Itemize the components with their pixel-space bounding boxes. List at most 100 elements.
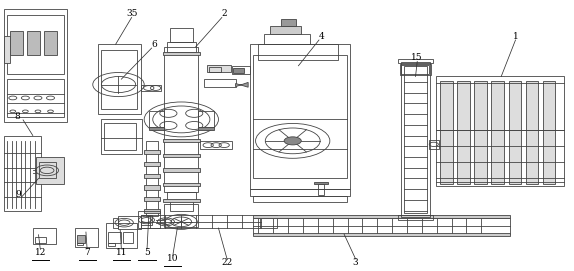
Bar bbox=[457, 80, 470, 184]
Bar bbox=[163, 154, 200, 157]
Bar bbox=[149, 127, 164, 130]
Bar bbox=[34, 237, 46, 243]
Bar bbox=[144, 174, 160, 178]
Bar bbox=[398, 59, 433, 63]
Bar bbox=[258, 44, 339, 60]
Bar bbox=[207, 65, 231, 72]
Polygon shape bbox=[235, 82, 248, 87]
Bar bbox=[167, 192, 196, 201]
Text: 4: 4 bbox=[319, 32, 324, 41]
Text: 6: 6 bbox=[152, 40, 157, 49]
Bar bbox=[164, 204, 199, 227]
Circle shape bbox=[284, 137, 301, 145]
Bar bbox=[440, 80, 453, 184]
Bar bbox=[163, 169, 200, 172]
Bar bbox=[253, 233, 510, 236]
Bar bbox=[113, 218, 118, 227]
Bar bbox=[108, 232, 121, 243]
Bar bbox=[474, 80, 487, 184]
Bar bbox=[199, 111, 214, 127]
Text: 7: 7 bbox=[84, 248, 90, 257]
Bar bbox=[4, 9, 67, 122]
Bar bbox=[167, 42, 196, 52]
Bar bbox=[38, 162, 56, 178]
Bar bbox=[144, 150, 160, 154]
Bar bbox=[231, 66, 250, 74]
Bar bbox=[526, 80, 538, 184]
Bar bbox=[7, 15, 64, 74]
Bar bbox=[401, 62, 430, 217]
Bar bbox=[281, 19, 296, 25]
Bar bbox=[509, 80, 521, 184]
Bar bbox=[250, 189, 350, 196]
Bar bbox=[7, 79, 64, 117]
Bar bbox=[144, 209, 160, 213]
Bar bbox=[106, 224, 137, 248]
Text: 2: 2 bbox=[222, 9, 227, 18]
Text: 22: 22 bbox=[222, 258, 232, 267]
Text: 12: 12 bbox=[34, 248, 46, 257]
Bar bbox=[104, 123, 135, 150]
Bar bbox=[253, 55, 347, 178]
Bar bbox=[4, 36, 10, 63]
Bar bbox=[250, 44, 350, 189]
Bar bbox=[141, 85, 161, 91]
Bar bbox=[141, 215, 152, 225]
Bar bbox=[400, 64, 431, 75]
Bar bbox=[75, 228, 99, 247]
Bar bbox=[315, 182, 328, 184]
Bar bbox=[253, 215, 510, 218]
Text: 10: 10 bbox=[167, 254, 179, 263]
Bar bbox=[404, 66, 427, 213]
Bar bbox=[170, 201, 193, 211]
Text: 15: 15 bbox=[412, 53, 423, 62]
Bar bbox=[27, 31, 40, 55]
Bar bbox=[149, 111, 164, 127]
Bar bbox=[33, 228, 56, 244]
Bar bbox=[163, 199, 200, 202]
Bar bbox=[144, 162, 160, 166]
Bar bbox=[146, 141, 158, 216]
Bar bbox=[170, 28, 193, 42]
Text: 9: 9 bbox=[15, 190, 21, 199]
Text: 35: 35 bbox=[126, 9, 137, 18]
Bar bbox=[164, 47, 199, 192]
Bar bbox=[118, 216, 141, 229]
Text: 11: 11 bbox=[115, 248, 127, 257]
Bar bbox=[163, 139, 200, 142]
Bar bbox=[108, 243, 115, 246]
Text: 8: 8 bbox=[14, 112, 20, 121]
Bar bbox=[319, 184, 324, 195]
Bar bbox=[144, 185, 160, 190]
Bar bbox=[99, 44, 141, 114]
Bar bbox=[10, 31, 22, 55]
Text: 3: 3 bbox=[353, 258, 358, 267]
Text: 1: 1 bbox=[513, 32, 518, 41]
Bar bbox=[543, 80, 556, 184]
Bar bbox=[163, 52, 200, 55]
Bar bbox=[204, 79, 235, 87]
Bar bbox=[253, 218, 510, 234]
Bar bbox=[138, 211, 160, 228]
Bar bbox=[260, 215, 277, 228]
Bar bbox=[77, 235, 86, 243]
Bar bbox=[209, 67, 222, 72]
Bar bbox=[44, 31, 57, 55]
Bar bbox=[199, 127, 214, 130]
Bar bbox=[233, 68, 243, 73]
Bar bbox=[123, 232, 133, 243]
Bar bbox=[436, 76, 564, 186]
Bar bbox=[77, 243, 83, 245]
Bar bbox=[491, 80, 504, 184]
Bar bbox=[36, 157, 64, 184]
Bar bbox=[163, 183, 200, 186]
Bar bbox=[102, 120, 142, 154]
Bar bbox=[144, 197, 160, 201]
Bar bbox=[200, 141, 231, 149]
Bar bbox=[102, 50, 137, 109]
Bar bbox=[4, 136, 41, 211]
Text: 5: 5 bbox=[144, 248, 150, 257]
Bar bbox=[141, 215, 261, 228]
Bar bbox=[401, 66, 429, 74]
Bar bbox=[253, 196, 347, 202]
